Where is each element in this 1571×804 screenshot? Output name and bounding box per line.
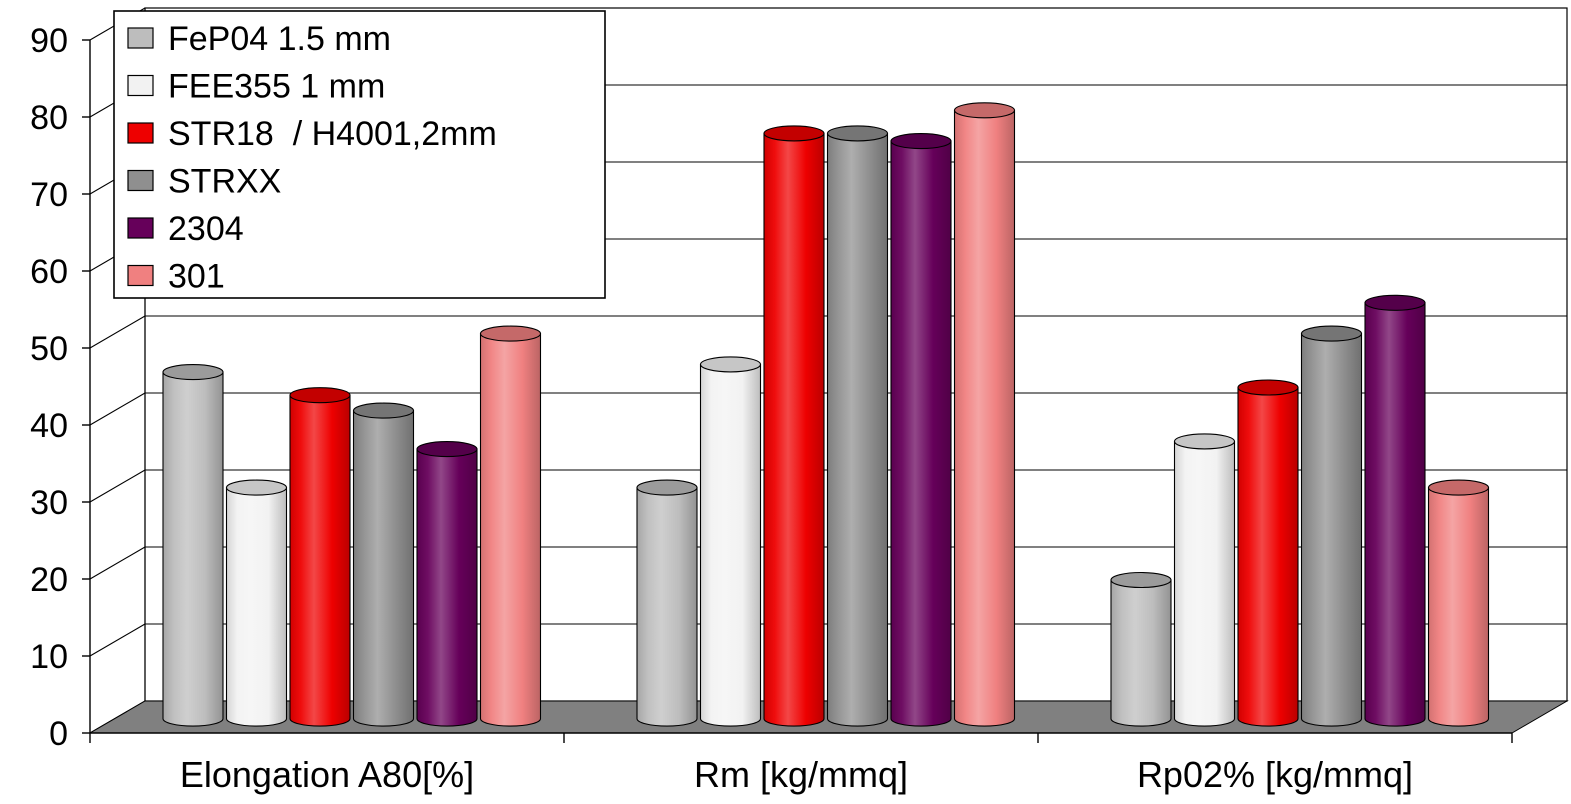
- bar-top: [953, 102, 1016, 119]
- y-tick-label-70: 70: [30, 176, 68, 214]
- bar: [890, 133, 952, 727]
- bar: [289, 387, 351, 727]
- bar-top: [826, 125, 889, 142]
- bar-body: [416, 448, 478, 727]
- y-tick-label-20: 20: [30, 561, 68, 599]
- bar-body: [289, 394, 351, 727]
- legend-swatch: [127, 74, 154, 97]
- y-tick-label-60: 60: [30, 253, 68, 291]
- bar-body: [225, 487, 288, 727]
- legend-item[interactable]: FeP04 1.5 mm: [127, 20, 391, 58]
- side-gridline-10: [89, 623, 146, 657]
- bar: [162, 364, 224, 727]
- bar-top: [1300, 325, 1363, 342]
- bar: [1364, 294, 1426, 727]
- bars: [162, 102, 1490, 727]
- bar-top: [636, 479, 698, 496]
- bar: [416, 441, 478, 727]
- bar-top: [225, 479, 288, 496]
- bar-body: [699, 363, 762, 727]
- bar: [479, 325, 542, 727]
- bar-body: [162, 371, 224, 727]
- axes: 0 10 20 30 40 50 60 70 80 90 Elongation A80[%] Rm […: [30, 8, 1513, 795]
- bar-body: [479, 333, 542, 727]
- y-tick-label-30: 30: [30, 484, 68, 522]
- legend-label: STRXX: [168, 163, 281, 201]
- legend-item[interactable]: FEE355 1 mm: [127, 68, 385, 106]
- bar-top: [1427, 479, 1490, 496]
- bar-top: [1110, 571, 1172, 589]
- legend-label: 2304: [168, 210, 244, 248]
- legend-swatch: [127, 27, 154, 49]
- x-category-label: Elongation A80[%]: [180, 754, 474, 795]
- y-tick-label-0: 0: [49, 715, 68, 753]
- bar-body: [1237, 386, 1299, 727]
- bar-body: [890, 140, 952, 727]
- legend-swatch: [127, 264, 154, 287]
- bar-top: [162, 364, 224, 381]
- bar-body: [1110, 579, 1172, 727]
- bar-top: [1173, 433, 1236, 450]
- bar: [352, 402, 415, 727]
- legend-item[interactable]: STR18 / H4001,2mm: [127, 115, 497, 153]
- bar-body: [352, 410, 415, 727]
- bar: [763, 125, 825, 727]
- legend[interactable]: FeP04 1.5 mm FEE355 1 mm STR18 / H4001,2mm…: [113, 10, 606, 299]
- bar: [636, 479, 698, 727]
- bar-body: [636, 487, 698, 727]
- legend-label: STR18 / H4001,2mm: [168, 115, 497, 153]
- bar: [1110, 571, 1172, 727]
- side-gridline-50: [89, 315, 146, 349]
- y-tick-label-90: 90: [30, 22, 68, 60]
- y-tick-label-50: 50: [30, 330, 68, 368]
- legend-swatch: [127, 122, 154, 144]
- bar-top: [479, 325, 542, 342]
- bar-top: [352, 402, 415, 419]
- legend-label: FEE355 1 mm: [168, 68, 385, 106]
- side-gridline-20: [89, 546, 146, 580]
- y-tick-label-10: 10: [30, 638, 68, 676]
- legend-box: [113, 10, 606, 299]
- bar-top: [699, 356, 762, 373]
- bar-body: [1300, 333, 1363, 727]
- bar: [1427, 479, 1490, 727]
- bar: [826, 125, 889, 727]
- side-gridline-30: [89, 469, 146, 503]
- bar-body: [1364, 302, 1426, 727]
- side-gridline-40: [89, 392, 146, 426]
- legend-swatch: [127, 217, 154, 239]
- bar-top: [289, 387, 351, 404]
- bar-top: [1364, 294, 1426, 311]
- bar-body: [1173, 440, 1236, 727]
- legend-swatch: [127, 169, 154, 192]
- bar-body: [826, 132, 889, 727]
- bar-body: [953, 109, 1016, 727]
- x-category-label: Rp02% [kg/mmq]: [1137, 754, 1413, 795]
- bar: [225, 479, 288, 727]
- y-tick-label-40: 40: [30, 407, 68, 445]
- legend-label: FeP04 1.5 mm: [168, 20, 391, 58]
- x-category-label: Rm [kg/mmq]: [694, 754, 908, 795]
- legend-label: 301: [168, 258, 225, 296]
- bar: [953, 102, 1016, 727]
- bar: [1300, 325, 1363, 727]
- bar-top: [416, 441, 478, 458]
- bar-top: [890, 133, 952, 150]
- bar-top: [1237, 379, 1299, 396]
- y-tick-label-80: 80: [30, 99, 68, 137]
- bar: [1173, 433, 1236, 727]
- legend-item[interactable]: STRXX: [127, 163, 281, 201]
- bar-top: [763, 125, 825, 142]
- legend-item[interactable]: 2304: [127, 210, 244, 248]
- bar-body: [1427, 487, 1490, 727]
- bar: [699, 356, 762, 727]
- bar: [1237, 379, 1299, 727]
- legend-item[interactable]: 301: [127, 258, 225, 296]
- bar-body: [763, 132, 825, 727]
